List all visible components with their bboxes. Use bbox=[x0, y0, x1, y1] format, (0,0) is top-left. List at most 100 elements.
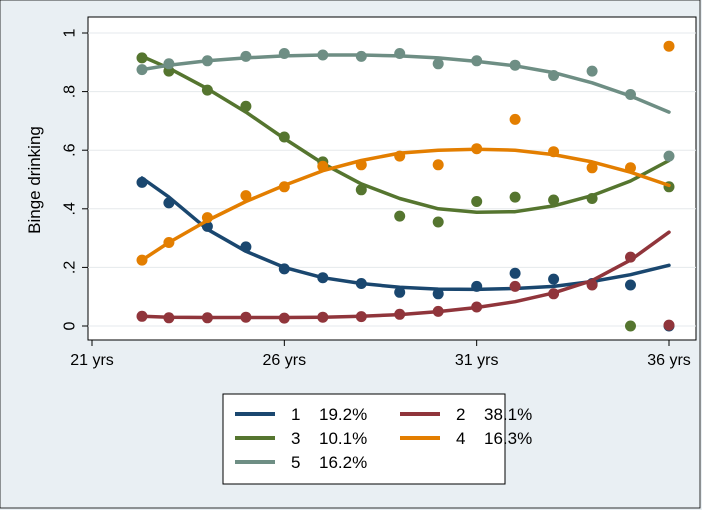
series-1-point bbox=[432, 288, 444, 300]
series-5-point bbox=[432, 58, 444, 70]
series-1-point bbox=[317, 272, 329, 284]
series-4-point bbox=[240, 190, 252, 202]
series-1-point bbox=[163, 197, 175, 209]
x-tick-label: 36 yrs bbox=[647, 352, 691, 369]
series-5-point bbox=[201, 55, 213, 67]
legend-label: 2 bbox=[456, 405, 465, 424]
series-5-point bbox=[240, 50, 252, 62]
series-5-point bbox=[548, 70, 560, 81]
legend-percent: 16.3% bbox=[484, 429, 532, 448]
series-3-point bbox=[625, 320, 636, 332]
series-5-point bbox=[586, 65, 598, 77]
series-3-point bbox=[355, 184, 367, 196]
series-4-point bbox=[201, 212, 213, 224]
series-3-fit-line bbox=[140, 54, 671, 215]
x-tick-label: 21 yrs bbox=[70, 352, 114, 369]
series-2-point bbox=[278, 312, 290, 324]
series-2-point bbox=[663, 319, 675, 331]
series-3-point bbox=[201, 84, 213, 96]
series-4-point bbox=[663, 40, 675, 52]
legend-label: 4 bbox=[456, 429, 465, 448]
y-tick-label: .8 bbox=[62, 85, 79, 98]
series-1-point bbox=[240, 241, 252, 253]
x-tick-label: 31 yrs bbox=[455, 352, 499, 369]
series-5-point bbox=[278, 48, 290, 59]
series-2-point bbox=[625, 251, 636, 263]
series-1-point bbox=[471, 280, 483, 292]
series-4-point bbox=[432, 159, 444, 171]
series-5-point bbox=[509, 59, 521, 71]
series-3 bbox=[136, 52, 675, 332]
series-3-point bbox=[586, 193, 598, 204]
series-2-point bbox=[471, 301, 483, 313]
series-3-point bbox=[394, 210, 406, 222]
legend-item-3: 3 10.1% bbox=[235, 429, 367, 448]
y-tick-label: .4 bbox=[62, 202, 79, 215]
series-3-point bbox=[278, 131, 290, 143]
series-5-point bbox=[394, 48, 406, 59]
series-1-point bbox=[625, 279, 636, 291]
series-3-point bbox=[509, 191, 521, 203]
y-tick-label: 0 bbox=[62, 321, 79, 330]
legend-item-2: 2 38.1% bbox=[400, 405, 532, 424]
series-4-point bbox=[394, 150, 406, 162]
y-tick-label: .2 bbox=[62, 261, 79, 274]
series-4-point bbox=[317, 160, 329, 172]
series-4 bbox=[136, 40, 675, 266]
series-2-point bbox=[586, 279, 598, 291]
series-5-point bbox=[471, 55, 483, 67]
series-5-point bbox=[317, 49, 329, 61]
gridlines bbox=[88, 32, 696, 327]
legend-percent: 19.2% bbox=[319, 405, 367, 424]
series-5 bbox=[136, 48, 675, 162]
axes: 0 .2 .4 .6 .8 1 21 yrs 26 yrs 31 yrs 36 yrs bbox=[62, 28, 691, 369]
series-1-point bbox=[548, 273, 560, 285]
legend-label: 5 bbox=[291, 453, 300, 472]
series-4-point bbox=[471, 143, 483, 155]
series-4-point bbox=[625, 162, 636, 174]
series-4-point bbox=[355, 159, 367, 171]
series-2-point bbox=[136, 310, 148, 322]
y-tick-label: 1 bbox=[62, 28, 79, 37]
series-4-point bbox=[163, 237, 175, 248]
series-3-point bbox=[432, 216, 444, 228]
series-1-point bbox=[355, 278, 367, 289]
series-5-point bbox=[625, 89, 636, 100]
legend-label: 1 bbox=[291, 405, 300, 424]
series-5-point bbox=[355, 50, 367, 62]
series-1-point bbox=[509, 267, 521, 279]
series-2-point bbox=[317, 311, 329, 323]
series-1-point bbox=[278, 263, 290, 275]
series-2-point bbox=[432, 305, 444, 317]
series-2-point bbox=[201, 312, 213, 324]
series-3-point bbox=[548, 194, 560, 206]
series-3-point bbox=[471, 196, 483, 207]
series-layer bbox=[136, 40, 675, 332]
series-4-point bbox=[136, 254, 148, 266]
series-2-point bbox=[509, 280, 521, 292]
series-1-point bbox=[136, 176, 148, 188]
series-1-point bbox=[394, 286, 406, 298]
series-3-point bbox=[240, 100, 252, 112]
series-5-point bbox=[136, 64, 148, 76]
series-3-point bbox=[136, 52, 148, 64]
series-2-point bbox=[548, 288, 560, 300]
y-tick-label: .6 bbox=[62, 143, 79, 156]
series-2-point bbox=[163, 312, 175, 324]
series-4-point bbox=[586, 162, 598, 174]
series-2-point bbox=[355, 311, 367, 323]
legend-label: 3 bbox=[291, 429, 300, 448]
legend-percent: 16.2% bbox=[319, 453, 367, 472]
series-2-point bbox=[240, 311, 252, 323]
legend-percent: 38.1% bbox=[484, 405, 532, 424]
series-5-point bbox=[163, 58, 175, 70]
x-tick-label: 26 yrs bbox=[263, 352, 307, 369]
legend-item-4: 4 16.3% bbox=[400, 429, 532, 448]
series-4-point bbox=[548, 146, 560, 158]
legend-item-5: 5 16.2% bbox=[235, 453, 367, 472]
series-4-point bbox=[278, 181, 290, 193]
legend-item-1: 1 19.2% bbox=[235, 405, 367, 424]
series-2 bbox=[136, 230, 675, 331]
legend-percent: 10.1% bbox=[319, 429, 367, 448]
